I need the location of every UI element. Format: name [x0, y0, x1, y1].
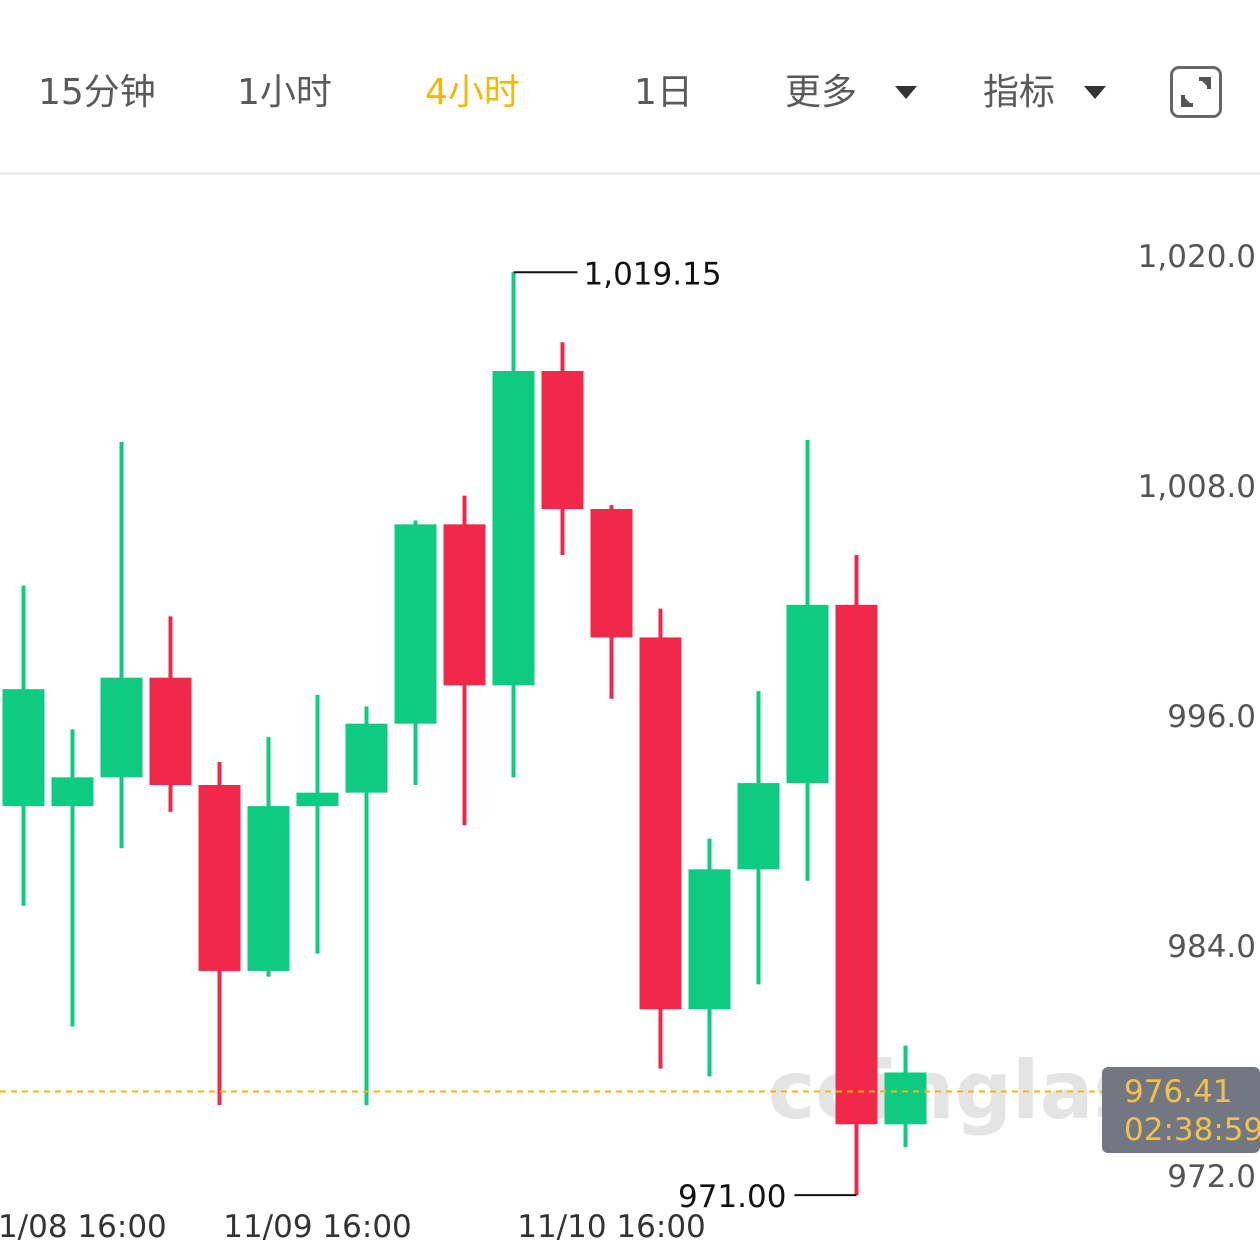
candle-body	[100, 677, 143, 778]
low-marker-label: 971.00	[678, 1179, 786, 1215]
candle-body	[688, 869, 731, 1010]
candle-body	[247, 806, 290, 971]
chevron-down-icon[interactable]	[895, 86, 917, 99]
y-tick-label: 972.0	[1167, 1159, 1256, 1195]
candle-body	[492, 371, 535, 686]
x-axis: 11/08 16:00 11/09 16:00 11/10 16:00	[0, 1209, 706, 1245]
y-axis: 1,020.0 1,008.0 996.0 984.0 972.0	[1138, 239, 1256, 1195]
candle-body	[639, 637, 682, 1010]
y-tick-label: 996.0	[1167, 699, 1256, 735]
candle-body	[541, 371, 584, 509]
candle-body	[590, 509, 633, 638]
high-marker-label: 1,019.15	[584, 256, 722, 292]
more-dropdown[interactable]: 更多	[785, 72, 858, 113]
candle-body	[394, 524, 437, 724]
tab-1h[interactable]: 1小时	[237, 72, 332, 113]
y-tick-label: 984.0	[1167, 929, 1256, 965]
indicators-dropdown[interactable]: 指标	[983, 72, 1056, 113]
interval-toolbar: 15分钟 1小时 4小时 1日 更多 指标	[0, 0, 1260, 175]
last-price-tag: 976.41 02:38:59	[1102, 1067, 1260, 1153]
candles-group	[2, 272, 927, 1196]
extreme-markers: 1,019.15 971.00	[513, 256, 857, 1215]
candlestick-chart[interactable]: coinglass 1,020.01,008.0996.0984.0972.0 …	[0, 176, 1260, 1251]
candle-body	[786, 604, 829, 784]
fullscreen-expand-icon	[1181, 77, 1211, 107]
candle-countdown: 02:38:59	[1124, 1112, 1260, 1148]
candle-body	[149, 677, 192, 785]
x-tick-label: 11/08 16:00	[0, 1209, 167, 1245]
candle-body	[2, 689, 45, 807]
candle-body	[737, 783, 780, 870]
last-price-value: 976.41	[1124, 1074, 1233, 1110]
x-tick-label: 11/10 16:00	[517, 1209, 706, 1245]
candle-body	[884, 1072, 927, 1125]
candle-body	[345, 723, 388, 793]
y-tick-label: 1,020.0	[1138, 239, 1256, 275]
candle-body	[51, 777, 94, 807]
chevron-down-icon[interactable]	[1084, 86, 1106, 99]
tab-1d[interactable]: 1日	[634, 72, 693, 113]
fullscreen-button[interactable]	[1170, 66, 1222, 118]
candle-body	[296, 792, 339, 807]
tab-15min[interactable]: 15分钟	[38, 72, 156, 113]
candle-body	[198, 785, 241, 971]
candle-body	[443, 524, 486, 686]
candle-body	[835, 604, 878, 1125]
x-tick-label: 11/09 16:00	[223, 1209, 412, 1245]
y-tick-label: 1,008.0	[1138, 469, 1256, 505]
tab-4h[interactable]: 4小时	[425, 72, 520, 113]
